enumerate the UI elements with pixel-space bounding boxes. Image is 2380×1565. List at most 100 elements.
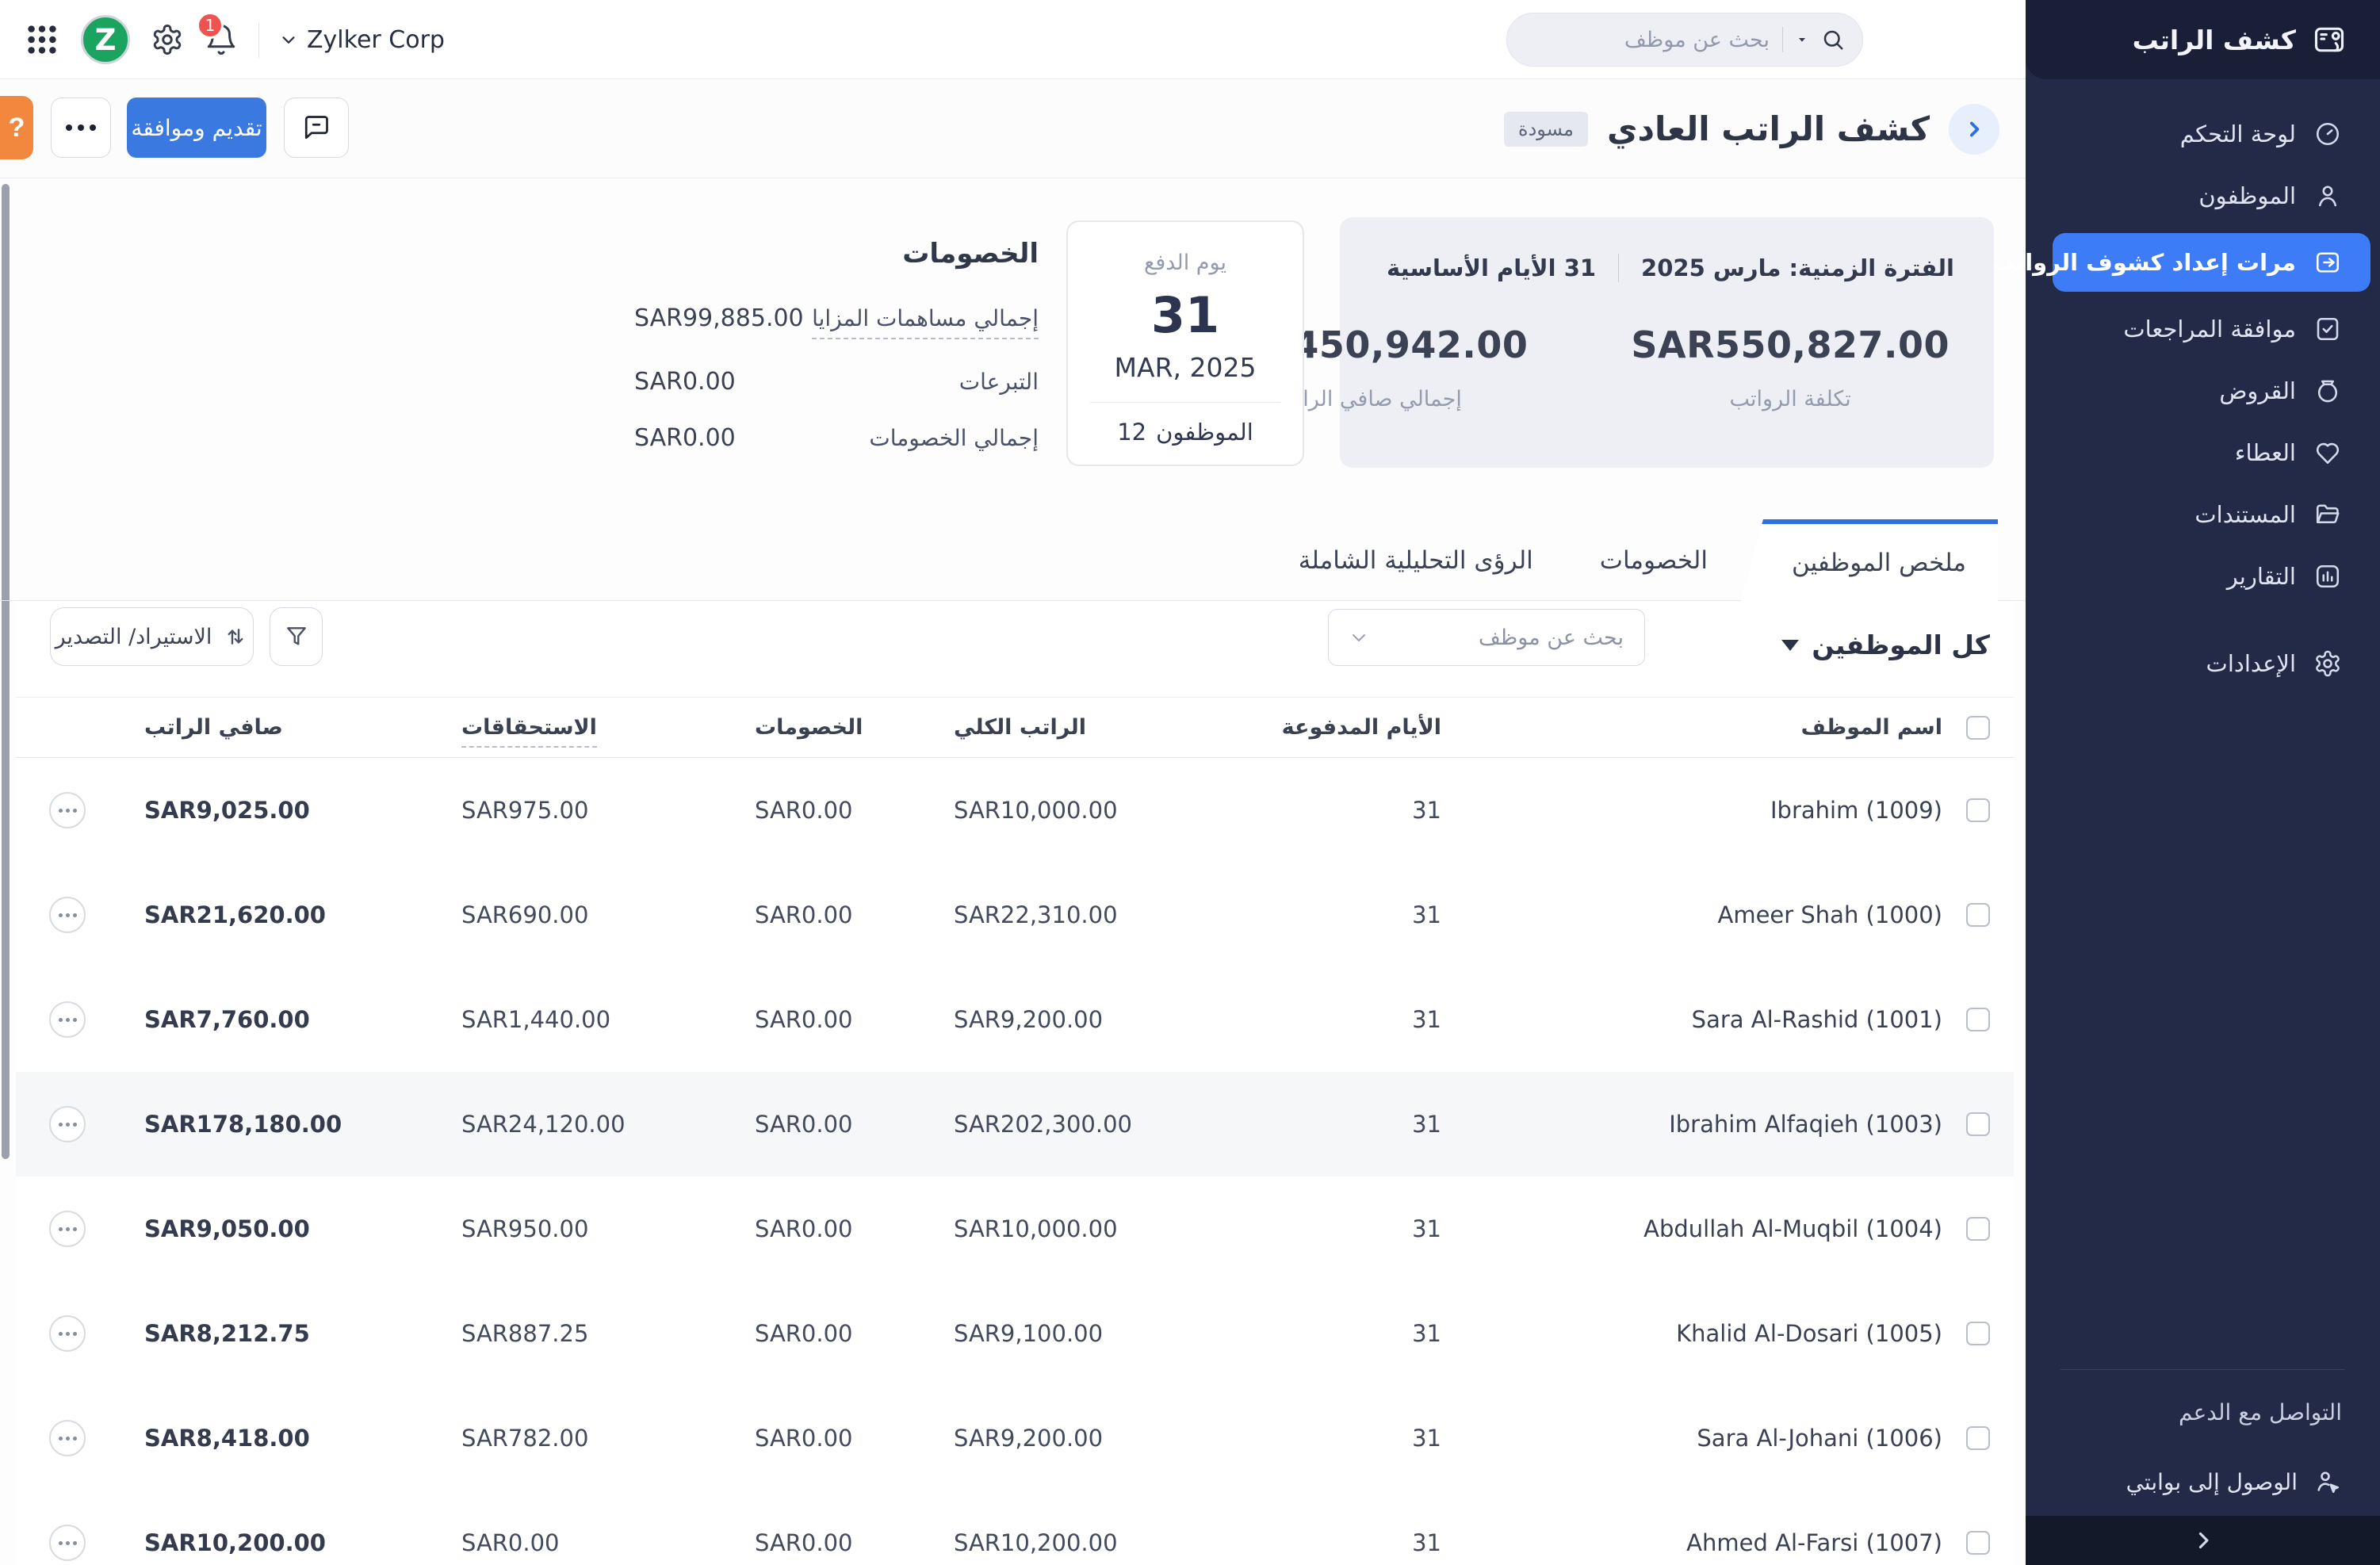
sidebar-item-dashboard[interactable]: لوحة التحكم — [2026, 103, 2380, 165]
documents-icon — [2313, 500, 2342, 529]
app-grid-icon[interactable] — [24, 21, 60, 58]
row-actions-button[interactable] — [49, 1525, 86, 1561]
sidebar-collapse-button[interactable] — [2026, 1516, 2380, 1565]
search-scope-caret-icon[interactable] — [1796, 33, 1808, 46]
chevron-down-icon[interactable] — [1349, 628, 1368, 647]
chevron-right-icon — [2190, 1527, 2217, 1554]
tabs-bar: ملخص الموظفين الخصومات الرؤى التحليلية الش… — [0, 519, 2026, 601]
gross-pay: SAR10,000.00 — [954, 797, 1118, 824]
zoho-logo[interactable]: Z — [81, 15, 130, 64]
sidebar-item-giving[interactable]: العطاء — [2026, 422, 2380, 484]
sidebar-item-settings[interactable]: الإعدادات — [2026, 633, 2380, 694]
period-label: الفترة الزمنية: مارس 2025 — [1641, 254, 1954, 281]
notifications[interactable]: 1 — [197, 12, 238, 56]
table-row[interactable]: Abdullah Al-Muqbil (1004) 31 SAR10,000.0… — [16, 1177, 2014, 1281]
row-checkbox[interactable] — [1966, 1426, 1990, 1450]
global-search-input[interactable]: بحث عن موظف — [1506, 13, 1863, 67]
row-actions-button[interactable] — [49, 897, 86, 933]
sidebar-item-reports[interactable]: التقارير — [2026, 545, 2380, 607]
table-row[interactable]: Ibrahim (1009) 31 SAR10,000.00 SAR0.00 S… — [16, 758, 2014, 863]
sidebar-item-support[interactable]: التواصل مع الدعم — [2026, 1376, 2380, 1448]
row-checkbox[interactable] — [1966, 1531, 1990, 1555]
org-switcher[interactable]: Zylker Corp — [280, 26, 445, 54]
paid-days: 31 — [1412, 1529, 1441, 1556]
row-actions-button[interactable] — [49, 1420, 86, 1456]
row-checkbox[interactable] — [1966, 798, 1990, 822]
caret-down-icon — [1781, 639, 1800, 651]
chevron-down-icon — [280, 31, 297, 48]
all-employees-label: كل الموظفين — [1812, 629, 1990, 660]
employee-search-input[interactable]: بحث عن موظف — [1328, 609, 1645, 666]
table-row[interactable]: Sara Al-Rashid (1001) 31 SAR9,200.00 SAR… — [16, 967, 2014, 1072]
row-checkbox[interactable] — [1966, 1217, 1990, 1241]
users-icon — [2313, 182, 2342, 210]
table-header: اسم الموظف الأيام المدفوعة الراتب الكلي … — [16, 698, 2014, 758]
reports-icon — [2313, 562, 2342, 591]
row-actions-button[interactable] — [49, 1001, 86, 1038]
portal-user-icon — [2313, 1467, 2342, 1496]
tab-1[interactable]: الخصومات — [1567, 520, 1741, 601]
employee-name: Sara Al-Rashid (1001) — [1691, 1006, 1942, 1033]
sidebar-item-approvals[interactable]: موافقة المراجعات — [2026, 298, 2380, 360]
row-checkbox[interactable] — [1966, 1322, 1990, 1345]
page-header: كشف الراتب العادي مسودة ? تقديم وموافقة — [0, 79, 2026, 178]
search-divider — [1782, 27, 1783, 52]
comment-icon — [302, 113, 331, 142]
sidebar-item-payruns[interactable]: مرات إعداد كشوف الرواتب — [1992, 233, 2370, 292]
deduction-label: إجمالي الخصومات — [869, 425, 1039, 451]
tab-label: ملخص الموظفين — [1791, 548, 1966, 577]
sidebar-item-portal[interactable]: الوصول إلى بوابتي — [2026, 1448, 2380, 1516]
tab-2[interactable]: الرؤى التحليلية الشاملة — [1265, 520, 1567, 601]
net-pay: SAR7,760.00 — [144, 1006, 310, 1033]
comments-button[interactable] — [284, 98, 349, 158]
filter-button[interactable] — [270, 607, 323, 666]
giving-icon — [2313, 438, 2342, 467]
row-checkbox[interactable] — [1966, 1008, 1990, 1031]
deduction-value: SAR99,885.00 — [634, 304, 804, 332]
sidebar-item-loans[interactable]: القروض — [2026, 360, 2380, 422]
deduction-row: إجمالي مساهمات المزايا SAR99,885.00 — [610, 304, 1039, 339]
all-employees-dropdown[interactable]: كل الموظفين — [1781, 629, 1990, 660]
row-actions-button[interactable] — [49, 1315, 86, 1352]
table-body: Ibrahim (1009) 31 SAR10,000.00 SAR0.00 S… — [16, 758, 2014, 1565]
back-button[interactable] — [1949, 103, 1999, 155]
net-pay-label: إجمالي صافي الراتب — [1276, 387, 1462, 411]
deductions-amount: SAR0.00 — [755, 1529, 853, 1556]
funnel-icon — [284, 624, 309, 649]
row-actions-button[interactable] — [49, 1106, 86, 1142]
topbar-left-group: Z 1 Zylker Corp — [24, 0, 445, 79]
select-all-checkbox[interactable] — [1966, 715, 1990, 740]
sidebar-item-users[interactable]: الموظفون — [2026, 165, 2380, 227]
topbar: Z 1 Zylker Corp — [0, 0, 2026, 79]
table-row[interactable]: Sara Al-Johani (1006) 31 SAR9,200.00 SAR… — [16, 1386, 2014, 1490]
deductions-amount: SAR0.00 — [755, 1425, 853, 1452]
tab-0[interactable]: ملخص الموظفين — [1740, 519, 1998, 601]
payrun-summary-card: الفترة الزمنية: مارس 2025 31 الأيام الأس… — [1210, 217, 1994, 468]
gross-pay: SAR22,310.00 — [954, 901, 1118, 928]
row-checkbox[interactable] — [1966, 903, 1990, 927]
import-export-icon — [223, 624, 248, 649]
sidebar-item-documents[interactable]: المستندات — [2026, 484, 2380, 545]
more-actions-button[interactable] — [51, 98, 111, 158]
row-actions-button[interactable] — [49, 792, 86, 828]
row-actions-button[interactable] — [49, 1211, 86, 1247]
deduction-value: SAR0.00 — [634, 424, 736, 452]
table-row[interactable]: Ibrahim Alfaqieh (1003) 31 SAR202,300.00… — [16, 1072, 2014, 1177]
paid-days: 31 — [1412, 1320, 1441, 1347]
row-checkbox[interactable] — [1966, 1112, 1990, 1136]
table-row[interactable]: Ameer Shah (1000) 31 SAR22,310.00 SAR0.0… — [16, 863, 2014, 967]
table-row[interactable]: Khalid Al-Dosari (1005) 31 SAR9,100.00 S… — [16, 1281, 2014, 1386]
gear-icon[interactable] — [151, 23, 184, 56]
vertical-scrollbar[interactable] — [2, 184, 10, 1159]
sidebar-header: كشف الراتب — [2026, 0, 2380, 79]
search-icon — [1821, 28, 1845, 52]
submit-approve-button[interactable]: تقديم وموافقة — [127, 98, 266, 158]
import-export-button[interactable]: الاستيراد/ التصدير — [50, 607, 254, 666]
deductions-panel: الخصومات إجمالي مساهمات المزايا SAR99,88… — [610, 238, 1039, 480]
portal-label: الوصول إلى بوابتي — [2126, 1468, 2298, 1495]
page-title: كشف الراتب العادي — [1606, 109, 1930, 148]
help-button[interactable]: ? — [0, 96, 33, 159]
table-row[interactable]: Ahmed Al-Farsi (1007) 31 SAR10,200.00 SA… — [16, 1490, 2014, 1565]
sidebar-item-label: العطاء — [2234, 439, 2296, 466]
